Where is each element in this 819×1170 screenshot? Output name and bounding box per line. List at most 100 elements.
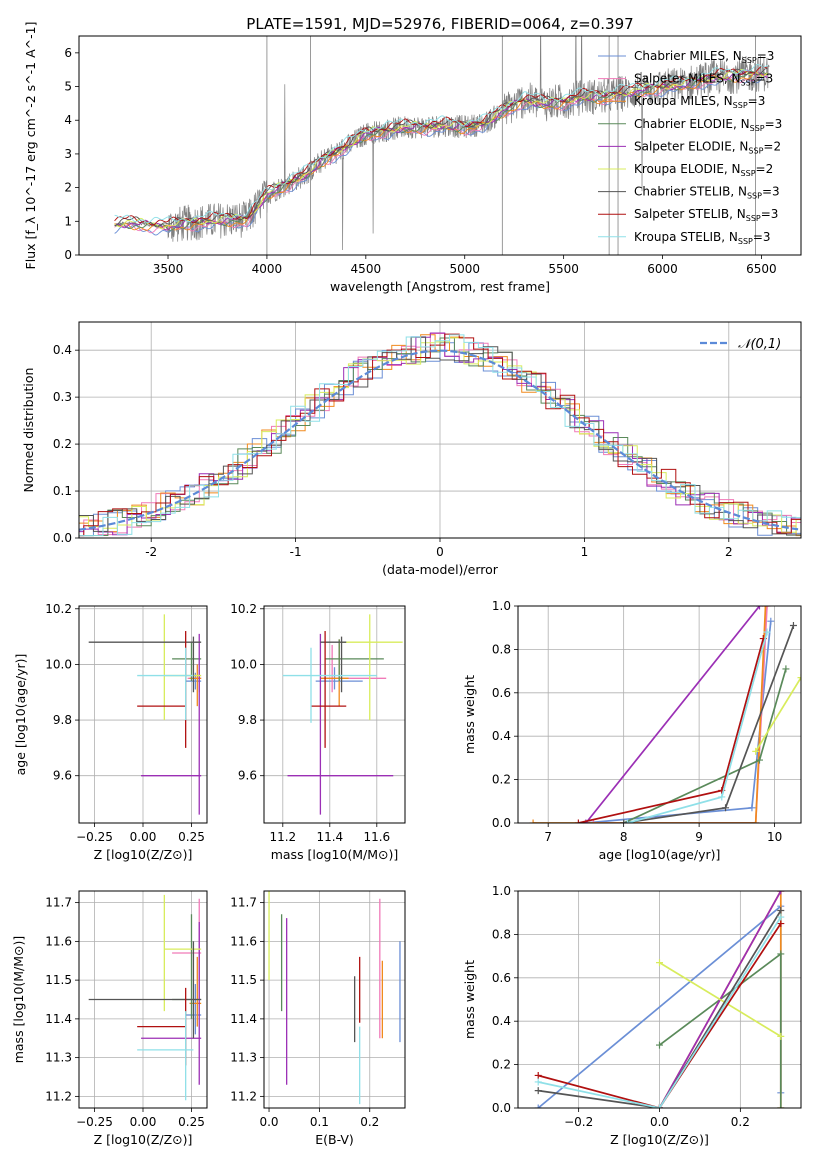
- panel-5: 7 8 9 10 0.0 0.2 0.4 0.6 0.8 1.0 age [log10(age/yr…: [462, 599, 802, 862]
- x-tick-label: −0.25: [76, 1115, 113, 1129]
- x-tick-label: 0: [436, 545, 444, 559]
- y-tick-label: 11.6: [230, 934, 257, 948]
- x-tick-label: −0.2: [564, 1115, 593, 1129]
- axes-frame: [517, 890, 802, 1109]
- y-tick-label: 11.3: [230, 1051, 257, 1065]
- panel-3: −0.25 0.00 0.25 9.6 9.8 10.0 10.2 Z [log10(Z/Z⊙…: [13, 602, 208, 862]
- error-bar-point: [339, 614, 403, 721]
- legend-label: Kroupa ELODIE, NSSP=2: [634, 162, 773, 178]
- x-tick-label: 6500: [746, 262, 777, 276]
- mass-weight-line: [754, 677, 801, 752]
- mass-weight-line: [533, 606, 767, 823]
- axes-frame: [517, 605, 802, 824]
- y-tick-label: 0.2: [492, 773, 511, 787]
- x-axis-label: wavelength [Angstrom, rest frame]: [330, 279, 550, 294]
- y-tick-label: 11.3: [45, 1051, 72, 1065]
- plus-marker: [777, 891, 785, 895]
- x-tick-label: 7: [544, 830, 552, 844]
- axes-frame: [78, 890, 208, 1109]
- y-axis-label: Flux [f_λ 10^-17 erg cm^-2 s^-1 A^-1]: [23, 22, 38, 270]
- plot-area: [282, 614, 403, 815]
- y-tick-label: 9.8: [53, 713, 72, 727]
- error-bar-point: [137, 631, 187, 748]
- plus-marker: [722, 804, 730, 812]
- plus-marker: [777, 913, 785, 921]
- y-tick-label: 0.1: [53, 484, 72, 498]
- mass-weight-line: [538, 910, 782, 1108]
- y-tick-label: 11.7: [45, 896, 72, 910]
- plus-marker: [748, 804, 756, 812]
- y-tick-label: 11.6: [45, 934, 72, 948]
- plus-marker: [534, 1087, 542, 1095]
- plot-area: [268, 891, 401, 1105]
- plot-area: [79, 332, 801, 537]
- plus-marker: [534, 1104, 542, 1108]
- error-bar-point: [325, 639, 384, 682]
- y-tick-label: 5: [64, 80, 72, 94]
- x-axis-label: (data-model)/error: [382, 562, 499, 577]
- y-tick-label: 4: [64, 113, 72, 127]
- y-tick-label: 11.4: [45, 1012, 72, 1026]
- legend-label: Kroupa STELIB, NSSP=3: [634, 230, 771, 246]
- model-spectrum: [114, 66, 768, 226]
- y-tick-label: 10.2: [230, 602, 257, 616]
- y-tick-label: 11.5: [230, 973, 257, 987]
- error-bar-point: [141, 633, 202, 815]
- error-bar-point: [137, 1011, 194, 1101]
- mass-weight-line: [538, 916, 782, 1108]
- plus-marker: [656, 1104, 663, 1108]
- x-tick-label: 3500: [153, 262, 184, 276]
- error-bar-point: [163, 894, 202, 1012]
- y-tick-label: 11.2: [45, 1089, 72, 1103]
- legend-label: Salpeter MILES, NSSP=3: [634, 72, 773, 88]
- x-tick-label: 11.4: [316, 830, 343, 844]
- model-spectrum: [114, 68, 768, 228]
- x-axis-label: Z [log10(Z/Z⊙)]: [610, 1132, 709, 1147]
- y-tick-label: 1.0: [492, 599, 511, 613]
- plus-marker: [534, 1078, 542, 1086]
- y-tick-label: 1: [64, 214, 72, 228]
- figure-title: PLATE=1591, MJD=52976, FIBERID=0064, z=0…: [246, 15, 633, 33]
- panel-2: -2 -1 0 1 2 0.0 0.1 0.2 0.3 0.4 (data-model)/error…: [21, 321, 802, 577]
- plot-area: [534, 891, 785, 1108]
- y-tick-label: 0.2: [53, 437, 72, 451]
- error-bar-point: [320, 644, 387, 693]
- panel-7: 0.0 0.1 0.2 11.2 11.3 11.4 11.5 11.6 11.7 E(B-V): [230, 890, 406, 1147]
- residual-histogram: [79, 336, 801, 536]
- y-tick-label: 11.7: [230, 896, 257, 910]
- x-tick-label: 0.1: [310, 1115, 329, 1129]
- y-tick-label: 10.2: [45, 602, 72, 616]
- plus-marker: [656, 1041, 663, 1049]
- error-bar-point: [287, 633, 394, 815]
- panel-1: 3500 4000 4500 5000 5500 6000 6500 0 1 2 3 4 5 6 wavel…: [23, 22, 802, 294]
- normal-curve: [79, 349, 799, 531]
- x-tick-label: 0.0: [650, 1115, 669, 1129]
- mass-weight-line: [658, 952, 782, 1108]
- model-spectrum: [114, 64, 768, 224]
- plus-marker: [762, 606, 770, 610]
- legend-label: Salpeter ELODIE, NSSP=2: [634, 139, 781, 155]
- legend: Chabrier MILES, NSSP=3 Salpeter MILES, NS…: [598, 49, 782, 246]
- y-tick-label: 0.4: [53, 343, 72, 357]
- x-tick-label: 11.2: [269, 830, 296, 844]
- plus-marker: [574, 819, 582, 823]
- plus-marker: [789, 622, 797, 630]
- plus-marker: [718, 793, 726, 801]
- y-tick-label: 10.0: [230, 657, 257, 671]
- plot-area: [88, 894, 202, 1101]
- y-tick-label: 2: [64, 181, 72, 195]
- plus-marker: [589, 819, 597, 823]
- legend-label: Kroupa MILES, NSSP=3: [634, 94, 765, 110]
- x-tick-label: 0.0: [259, 1115, 278, 1129]
- plus-marker: [656, 959, 663, 967]
- plus-marker: [777, 1104, 785, 1108]
- legend-label: Salpeter STELIB, NSSP=3: [634, 207, 778, 223]
- error-bar-point: [172, 642, 202, 682]
- error-bar-point: [311, 631, 347, 748]
- residual-histogram: [79, 334, 801, 537]
- plus-marker: [620, 819, 628, 823]
- y-tick-label: 0.2: [492, 1058, 511, 1072]
- residual-histogram: [79, 337, 801, 533]
- x-tick-label: 10: [767, 830, 782, 844]
- plus-marker: [763, 628, 771, 636]
